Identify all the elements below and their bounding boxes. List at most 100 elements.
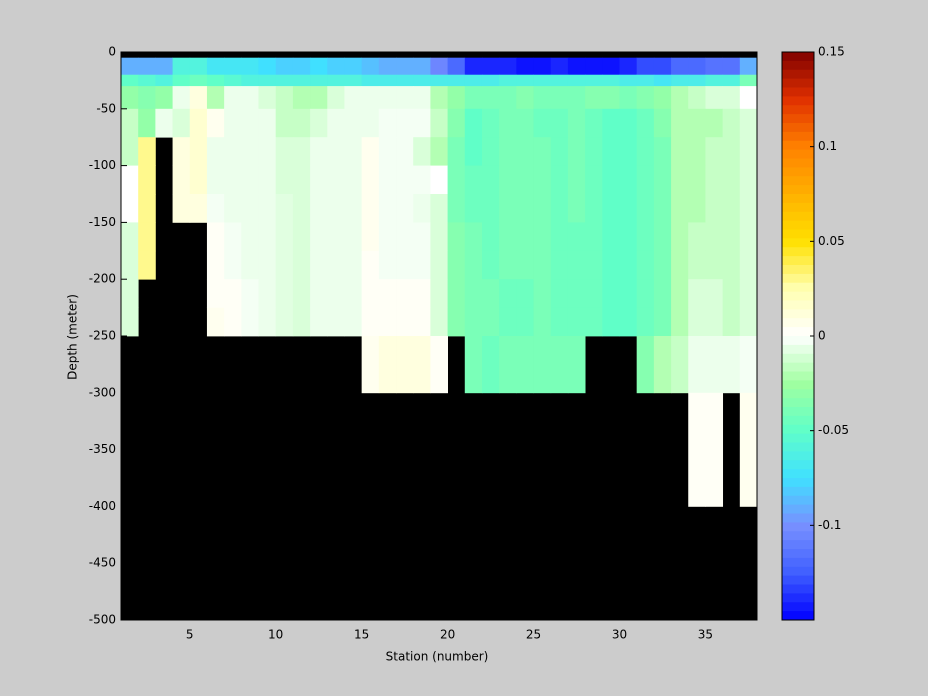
heat-cell	[499, 222, 517, 252]
heat-cell	[688, 279, 706, 308]
heat-cell	[722, 108, 741, 138]
x-tick-label: 30	[612, 628, 627, 642]
heat-cell	[447, 57, 466, 76]
heat-cell	[361, 222, 380, 252]
heat-cell	[550, 307, 569, 337]
heat-cell	[378, 57, 397, 76]
colorbar-step	[782, 433, 814, 443]
heat-cell	[310, 165, 328, 195]
heat-cell	[138, 86, 156, 110]
colorbar-step	[782, 611, 814, 621]
heat-cell	[688, 74, 706, 87]
heat-cell	[671, 307, 689, 337]
heat-cell	[567, 194, 586, 223]
heat-cell	[138, 137, 156, 166]
heat-cell	[688, 250, 706, 280]
heat-cell	[636, 137, 655, 166]
x-tick-label: 35	[698, 628, 713, 642]
heat-cell	[430, 194, 448, 223]
heat-cell	[533, 108, 552, 138]
heat-cell	[533, 137, 552, 166]
heat-cell	[550, 222, 569, 252]
colorbar-tick-label: 0.1	[818, 139, 837, 153]
heat-cell	[464, 86, 483, 110]
colorbar-step	[782, 424, 814, 435]
heat-cell	[464, 165, 483, 195]
colorbar-step	[782, 131, 814, 142]
heat-cell	[138, 57, 156, 76]
heat-cell	[481, 137, 500, 166]
heat-cell	[138, 250, 156, 280]
heat-cell	[396, 86, 414, 110]
heat-cell	[671, 137, 689, 166]
heat-cell	[396, 108, 414, 138]
heat-cell	[705, 279, 724, 308]
heat-cell	[739, 86, 758, 110]
heat-cell	[464, 74, 483, 87]
heat-cell	[292, 86, 311, 110]
heat-cell	[292, 307, 311, 337]
colorbar-step	[782, 522, 814, 532]
heat-cell	[499, 137, 517, 166]
heat-cell	[327, 194, 345, 223]
colorbar-step	[782, 238, 814, 248]
heat-cell	[378, 165, 397, 195]
colorbar-tick-label: 0.05	[818, 234, 845, 248]
x-tick-label: 15	[354, 628, 369, 642]
heat-cell	[275, 250, 294, 280]
heat-cell	[619, 74, 638, 87]
colorbar-step	[782, 371, 814, 381]
heat-cell	[275, 108, 294, 138]
heat-cell	[567, 165, 586, 195]
heat-cell	[550, 165, 569, 195]
heat-cell	[602, 307, 620, 337]
heat-cell	[344, 307, 363, 337]
heat-cell	[705, 137, 724, 166]
heat-cell	[447, 165, 466, 195]
heat-cell	[258, 194, 277, 223]
heat-cell	[206, 108, 225, 138]
heat-cell	[413, 86, 431, 110]
heat-cell	[671, 194, 689, 223]
heat-cell	[275, 222, 294, 252]
heat-cell	[533, 336, 552, 394]
heat-cell	[722, 57, 741, 76]
heat-cell	[378, 307, 397, 337]
heat-cell	[121, 86, 139, 110]
heat-cell	[688, 307, 706, 337]
colorbar-step	[782, 336, 814, 346]
heat-cell	[516, 165, 534, 195]
heat-cell	[310, 137, 328, 166]
heat-cell	[189, 137, 208, 166]
heat-cell	[189, 194, 208, 223]
heat-cell	[430, 86, 448, 110]
heat-cell	[327, 165, 345, 195]
heat-cell	[378, 74, 397, 87]
heat-cell	[688, 222, 706, 252]
heat-cell	[396, 307, 414, 337]
heat-cell	[688, 137, 706, 166]
heat-cell	[361, 165, 380, 195]
heat-cell	[705, 336, 724, 394]
heat-cell	[241, 108, 259, 138]
heat-cell	[533, 222, 552, 252]
heat-cell	[361, 57, 380, 76]
heat-cell	[378, 86, 397, 110]
heat-cell	[327, 250, 345, 280]
heat-cell	[516, 336, 534, 394]
heat-cell	[636, 307, 655, 337]
heat-cell	[705, 222, 724, 252]
heat-cell	[499, 307, 517, 337]
y-tick-label: -150	[89, 215, 116, 229]
heat-cell	[636, 336, 655, 394]
heat-cell	[499, 336, 517, 394]
heat-cell	[396, 279, 414, 308]
heat-cell	[413, 336, 431, 394]
heat-cell	[481, 279, 500, 308]
heat-cell	[585, 108, 603, 138]
heat-cell	[275, 57, 294, 76]
heat-cell	[155, 57, 173, 76]
heat-cell	[413, 250, 431, 280]
heat-cell	[430, 250, 448, 280]
colorbar-tick-label: 0.15	[818, 45, 845, 59]
